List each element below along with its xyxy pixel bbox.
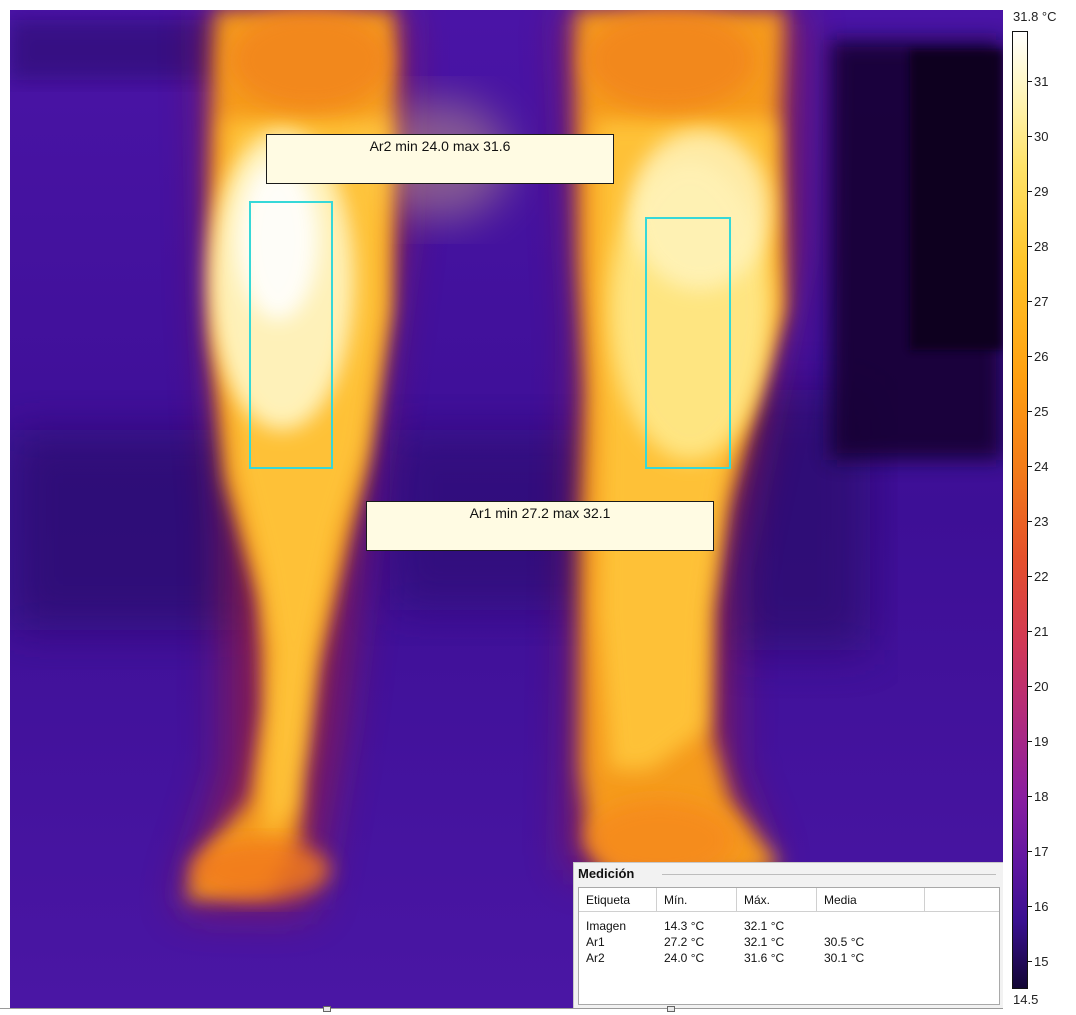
- scale-tick-label: 30: [1034, 129, 1049, 144]
- row-max-cell: 32.1 °C: [744, 935, 785, 949]
- scale-tick-label: 29: [1034, 184, 1049, 199]
- scale-tick: [1028, 631, 1032, 632]
- measurement-table[interactable]: Etiqueta Mín. Máx. Media Imagen 14.3 °C …: [578, 887, 1000, 1005]
- row-min-cell: 27.2 °C: [664, 935, 705, 949]
- row-label-cell: Ar1: [586, 935, 605, 949]
- row-mean-cell: [817, 918, 824, 934]
- scale-min-label: 14.5: [1013, 992, 1039, 1007]
- scale-tick-label: 31: [1034, 74, 1049, 89]
- column-header-mean[interactable]: Media: [817, 888, 925, 912]
- row-mean-cell: 30.1 °C: [824, 951, 865, 965]
- column-header-empty: [925, 888, 999, 912]
- row-min-cell: 24.0 °C: [664, 951, 705, 965]
- scale-tick: [1028, 191, 1032, 192]
- ar2-annotation-label: Ar2 min 24.0 max 31.6: [266, 134, 614, 184]
- scale-tick: [1028, 81, 1032, 82]
- scale-tick-label: 23: [1034, 514, 1049, 529]
- scale-tick: [1028, 521, 1032, 522]
- roi-ar1-right[interactable]: [645, 217, 731, 469]
- scale-tick-label: 28: [1034, 239, 1049, 254]
- scale-tick-label: 22: [1034, 569, 1049, 584]
- scale-tick: [1028, 906, 1032, 907]
- measurement-title: Medición: [578, 866, 635, 881]
- table-row[interactable]: Ar1 27.2 °C 32.1 °C 30.5 °C: [579, 934, 999, 950]
- scale-tick-label: 20: [1034, 679, 1049, 694]
- measurement-panel: Medición Etiqueta Mín. Máx. Media Imagen…: [573, 862, 1003, 1008]
- scale-tick-label: 24: [1034, 459, 1049, 474]
- ar1-annotation-label: Ar1 min 27.2 max 32.1: [366, 501, 714, 551]
- scale-tick: [1028, 356, 1032, 357]
- row-label-cell: Ar2: [586, 951, 605, 965]
- row-mean-cell: 30.5 °C: [824, 935, 865, 949]
- scale-tick: [1028, 246, 1032, 247]
- scale-tick-label: 27: [1034, 294, 1049, 309]
- bottom-scrollbar[interactable]: [0, 1008, 1003, 1015]
- scale-tick-label: 26: [1034, 349, 1049, 364]
- scale-tick: [1028, 796, 1032, 797]
- scale-tick: [1028, 741, 1032, 742]
- scale-tick: [1028, 576, 1032, 577]
- scale-tick-label: 25: [1034, 404, 1049, 419]
- temperature-scale: 31.8 °C 31 30 29 28 27 26 25 24 23 22 21 20 19 18 17 16…: [1003, 0, 1076, 1015]
- scroll-grip-left[interactable]: [323, 1006, 331, 1012]
- scale-tick-label: 15: [1034, 954, 1049, 969]
- scale-tick: [1028, 961, 1032, 962]
- scale-tick: [1028, 301, 1032, 302]
- scale-max-label: 31.8 °C: [1013, 9, 1057, 24]
- scale-tick: [1028, 136, 1032, 137]
- scale-tick: [1028, 686, 1032, 687]
- row-min-cell: 14.3 °C: [664, 919, 705, 933]
- scroll-grip-right[interactable]: [667, 1006, 675, 1012]
- scale-tick-label: 21: [1034, 624, 1049, 639]
- scale-tick: [1028, 411, 1032, 412]
- color-scale-bar[interactable]: [1012, 31, 1028, 989]
- row-max-cell: 31.6 °C: [744, 951, 785, 965]
- measurement-title-rule: [662, 874, 996, 875]
- scale-tick-label: 18: [1034, 789, 1049, 804]
- roi-ar2-left[interactable]: [249, 201, 333, 469]
- scale-tick-label: 19: [1034, 734, 1049, 749]
- scale-tick: [1028, 466, 1032, 467]
- row-label-cell: Imagen: [586, 919, 627, 933]
- scale-tick-label: 16: [1034, 899, 1049, 914]
- scale-tick-label: 17: [1034, 844, 1049, 859]
- column-header-label[interactable]: Etiqueta: [579, 888, 657, 912]
- column-header-max[interactable]: Máx.: [737, 888, 817, 912]
- thermal-image-view[interactable]: Ar2 min 24.0 max 31.6 Ar1 min 27.2 max 3…: [10, 10, 1003, 1008]
- table-row[interactable]: Ar2 24.0 °C 31.6 °C 30.1 °C: [579, 950, 999, 966]
- row-max-cell: 32.1 °C: [744, 919, 785, 933]
- scale-tick: [1028, 851, 1032, 852]
- column-header-min[interactable]: Mín.: [657, 888, 737, 912]
- table-row[interactable]: Imagen 14.3 °C 32.1 °C: [579, 918, 999, 934]
